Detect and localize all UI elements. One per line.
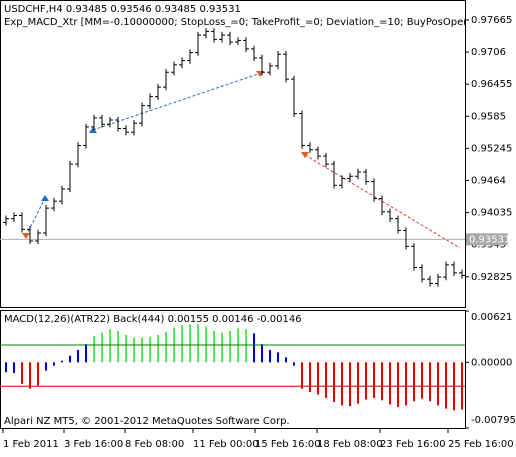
- symbol-line: USDCHF,H4 0.93485 0.93546 0.93485 0.9353…: [4, 4, 241, 15]
- y-tick-label: 0.9706: [471, 47, 506, 58]
- trade-markers: [22, 71, 461, 249]
- current-price-label: 0.93531: [469, 234, 510, 245]
- y-tick-label: 0.96455: [471, 79, 512, 90]
- sell-arrow: [301, 152, 309, 158]
- y-tick-label: 0.00621: [471, 312, 512, 323]
- y-tick-label: 0.9464: [471, 175, 506, 186]
- current-price-box: [466, 233, 508, 246]
- buy-arrow: [89, 127, 97, 133]
- indicator-panel: [0, 310, 466, 429]
- x-tick-label: 3 Feb 16:00: [64, 439, 123, 450]
- y-tick-label: 0.00000: [471, 357, 512, 368]
- x-tick-label: 15 Feb 16:00: [255, 439, 321, 450]
- y-tick-label: 0.97665: [471, 15, 512, 26]
- expert-line: Exp_MACD_Xtr [MM=-0.10000000; StopLoss_=…: [4, 17, 516, 28]
- y-tick-label: 0.9585: [471, 111, 506, 122]
- buy-arrow: [41, 195, 49, 201]
- x-tick-label: 25 Feb 16:00: [448, 439, 514, 450]
- copyright: Alpari NZ MT5, © 2001-2012 MetaQuotes So…: [4, 416, 290, 427]
- y-tick-label: -0.00795: [471, 415, 516, 426]
- y-tick-label: 0.95245: [471, 143, 512, 154]
- x-tick-label: 1 Feb 2011: [3, 439, 59, 450]
- x-tick-label: 8 Feb 08:00: [125, 439, 184, 450]
- trade-line: [92, 73, 259, 131]
- price-panel: [0, 0, 466, 308]
- x-tick-label: 18 Feb 08:00: [317, 439, 383, 450]
- trade-line: [25, 197, 46, 237]
- sell-arrow: [22, 233, 30, 239]
- y-tick-label: 0.92825: [471, 272, 512, 283]
- y-tick-label: 0.94035: [471, 208, 512, 219]
- x-tick-label: 11 Feb 00:00: [193, 439, 259, 450]
- x-tick-label: 23 Feb 16:00: [380, 439, 446, 450]
- indicator-title: MACD(12,26)(ATR22) Back(444) 0.00155 0.0…: [4, 314, 302, 325]
